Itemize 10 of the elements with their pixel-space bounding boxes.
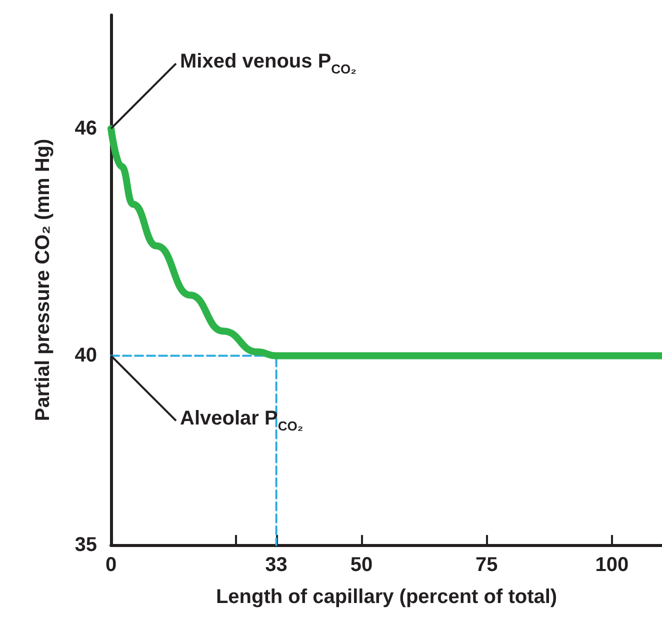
x-tick-label: 33 bbox=[265, 554, 288, 576]
y-axis-title: Partial pressure CO₂ (mm Hg) bbox=[32, 138, 54, 422]
x-tick-label: 75 bbox=[476, 554, 498, 576]
x-tick-label: 100 bbox=[595, 554, 629, 576]
y-tick-label: 46 bbox=[74, 118, 97, 140]
x-tick-label: 50 bbox=[350, 554, 373, 576]
y-tick-label: 35 bbox=[74, 534, 97, 556]
y-tick-label: 40 bbox=[74, 344, 97, 367]
x-tick-label: 0 bbox=[105, 554, 117, 576]
x-axis-title: Length of capillary (percent of total) bbox=[216, 586, 558, 608]
